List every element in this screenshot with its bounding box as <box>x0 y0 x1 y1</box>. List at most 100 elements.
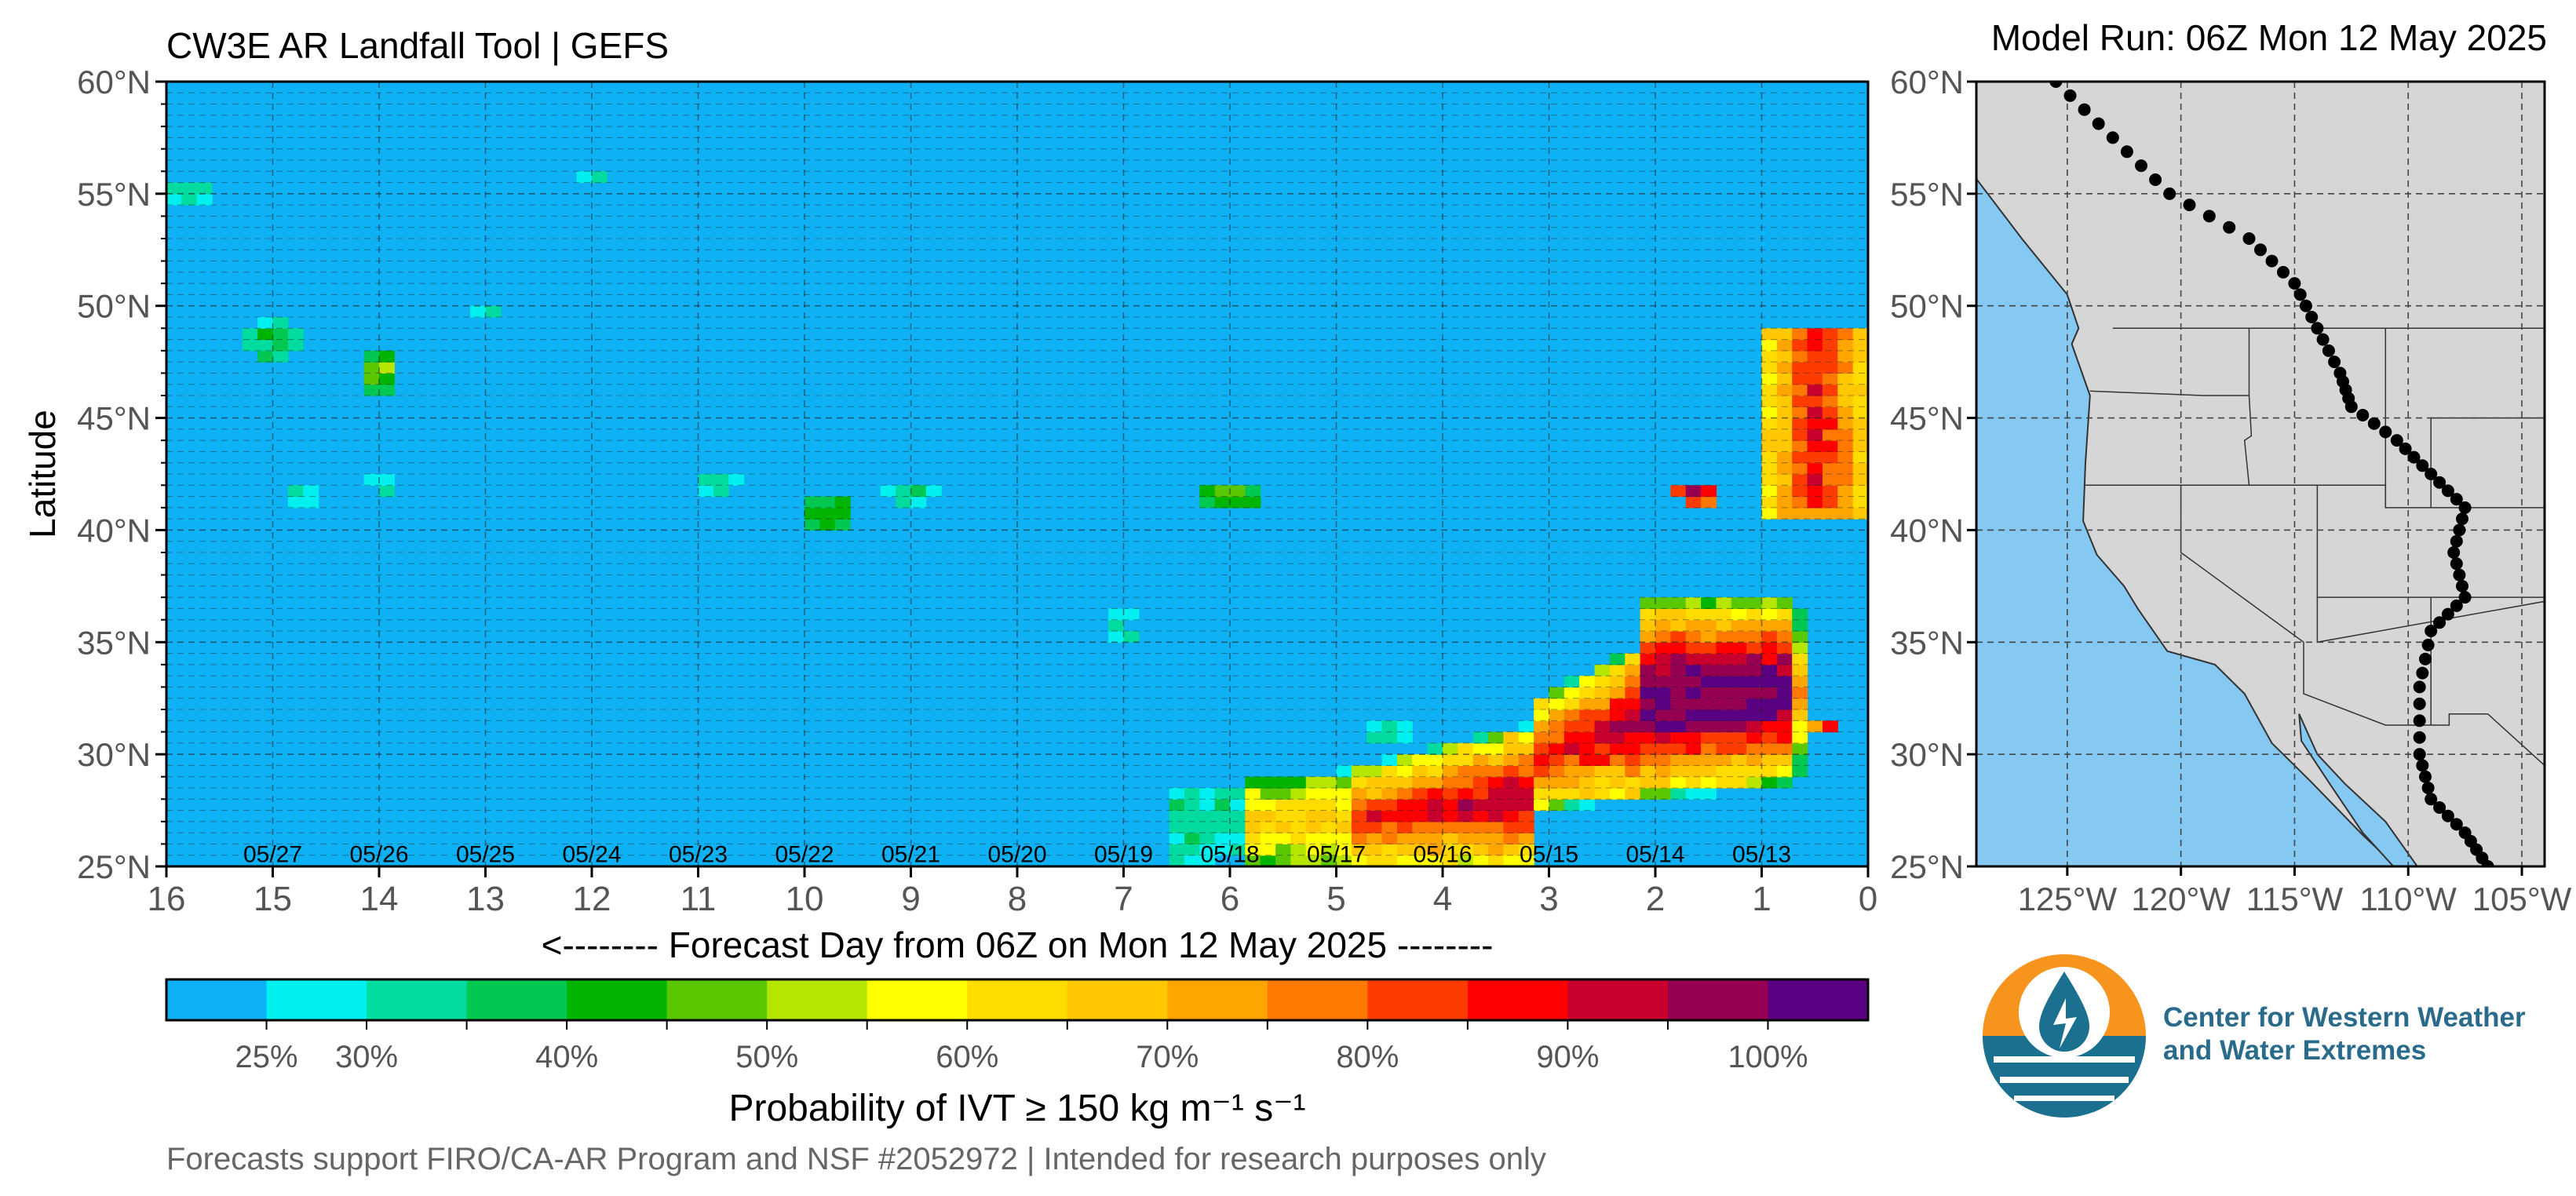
heat-cell <box>1366 844 1383 856</box>
heat-cell <box>1776 451 1793 464</box>
heat-cell <box>1305 776 1322 789</box>
heat-cell <box>1336 788 1352 800</box>
heat-cell <box>1792 350 1808 363</box>
colorbar-bin <box>967 979 1068 1020</box>
heat-cell <box>1731 642 1747 655</box>
heat-cell <box>1655 709 1671 721</box>
heat-cell <box>1488 731 1505 744</box>
heat-cell <box>1488 776 1505 789</box>
heat-cell <box>1472 855 1489 867</box>
heat-cell <box>1837 373 1854 385</box>
heat-cell <box>1518 833 1534 845</box>
heat-cell <box>1807 428 1823 441</box>
colorbar-bin <box>867 979 968 1020</box>
heat-cell <box>1716 653 1732 665</box>
heat-cell <box>1701 709 1717 721</box>
heat-cell <box>379 485 395 498</box>
heat-cell <box>1336 810 1352 822</box>
heat-cell <box>1412 799 1428 811</box>
colorbar-tick-label: 70% <box>1136 1040 1199 1074</box>
heat-cell <box>1852 373 1869 385</box>
y-tick-label: 40°N <box>77 512 151 549</box>
heat-cell <box>1807 507 1823 520</box>
heat-cell <box>1792 653 1808 665</box>
heat-cell <box>1625 709 1641 721</box>
heat-cell <box>1655 642 1671 655</box>
heat-cell <box>1822 373 1838 385</box>
map-x-tick-label: 125°W <box>2018 881 2118 917</box>
heat-cell <box>1837 418 1854 430</box>
heat-cell <box>1534 698 1550 710</box>
heat-cell <box>805 496 820 509</box>
x-tick-label: 6 <box>1220 880 1239 918</box>
landfall-point <box>2078 103 2091 116</box>
heat-cell <box>1670 687 1687 699</box>
heat-cell <box>698 474 714 486</box>
landfall-point <box>2481 860 2494 866</box>
heat-cell <box>1807 362 1823 374</box>
heat-cell <box>1305 788 1322 800</box>
heat-cell <box>1776 664 1793 676</box>
heat-cell <box>1837 496 1854 509</box>
heat-cell <box>1534 799 1550 811</box>
heat-cell <box>1776 384 1793 396</box>
heat-cell <box>1807 720 1823 733</box>
heat-cell <box>1761 698 1778 710</box>
heat-cell <box>1260 833 1276 845</box>
heat-cell <box>1716 709 1732 721</box>
heat-cell <box>1351 821 1367 833</box>
heat-cell <box>1625 664 1641 676</box>
heat-cell <box>1366 821 1383 833</box>
heat-cell <box>1731 676 1747 688</box>
heat-cell <box>1685 496 1702 509</box>
heat-cell <box>1685 619 1702 632</box>
heat-cell <box>1746 608 1763 621</box>
heat-cell <box>1807 339 1823 352</box>
heat-cell <box>1563 709 1580 721</box>
heat-cell <box>1837 485 1854 498</box>
landfall-point <box>2447 546 2461 559</box>
heat-cell <box>1245 810 1261 822</box>
heat-cell <box>1427 821 1443 833</box>
heat-cell <box>576 171 593 184</box>
landfall-point <box>2458 501 2472 514</box>
heat-cell <box>1427 742 1443 755</box>
heat-cell <box>1776 720 1793 733</box>
heat-cell <box>1169 788 1185 800</box>
heat-cell <box>1275 833 1292 845</box>
x-tick-label: 15 <box>254 880 292 918</box>
heat-cell <box>1776 462 1793 475</box>
heat-cell <box>303 485 319 498</box>
heat-cell <box>896 485 912 498</box>
heat-cell <box>1443 742 1458 755</box>
heat-cell <box>1321 776 1337 789</box>
heat-cell <box>1731 765 1747 778</box>
heat-cell <box>1230 810 1246 822</box>
heat-cell <box>1305 844 1322 856</box>
heat-cell <box>363 373 380 385</box>
heat-cell <box>1381 799 1398 811</box>
landfall-point <box>2441 809 2454 822</box>
heat-cell <box>1427 765 1443 778</box>
colorbar-tick-label: 100% <box>1728 1040 1808 1074</box>
colorbar-bins <box>166 979 1869 1020</box>
heat-cell <box>1427 855 1443 867</box>
heat-cell <box>1761 642 1778 655</box>
heat-cell <box>1776 676 1793 688</box>
heat-cell <box>1792 642 1808 655</box>
heat-cell <box>1381 821 1398 833</box>
heat-cell <box>1579 742 1596 755</box>
heat-cell <box>1837 384 1854 396</box>
colorbar-frame <box>165 978 1870 1022</box>
colorbar-bin <box>1067 979 1168 1020</box>
heat-cell <box>1655 676 1671 688</box>
map-x-tick-label: 110°W <box>2360 881 2457 917</box>
heat-cell <box>1701 720 1717 733</box>
heat-cell <box>834 496 851 509</box>
heat-cell <box>1169 799 1185 811</box>
heat-cell <box>1594 742 1611 755</box>
heat-cell <box>1716 619 1732 632</box>
heat-cell <box>1275 799 1292 811</box>
heat-cell <box>1488 742 1505 755</box>
cw3e-logo: Center for Western Weather and Water Ext… <box>1983 954 2526 1119</box>
